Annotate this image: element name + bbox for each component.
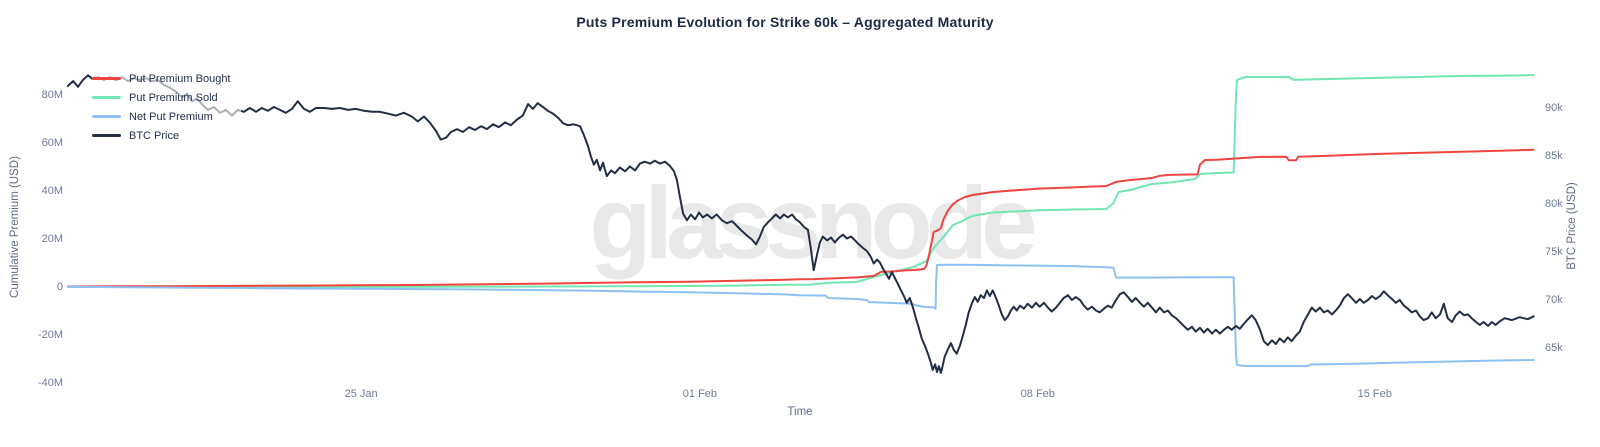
right-tick-80k: 80k <box>1545 197 1563 210</box>
legend-label-put-premium-sold: Put Premium Sold <box>129 91 218 104</box>
right-tick-90k: 90k <box>1545 101 1563 114</box>
x-axis-title: Time <box>787 406 813 418</box>
x-tick-25-jan: 25 Jan <box>344 388 378 400</box>
legend: Put Premium Bought Put Premium Sold Net Pu… <box>92 68 241 148</box>
chart-title: Puts Premium Evolution for Strike 60k – … <box>576 14 994 30</box>
left-tick-40m: 40M <box>41 185 63 197</box>
right-tick-85k: 85k <box>1545 149 1563 162</box>
legend-swatch-btc-price <box>92 134 121 137</box>
legend-label-put-premium-bought: Put Premium Bought <box>129 72 231 85</box>
legend-swatch-net-put-premium <box>92 115 121 118</box>
series-line-put-premium-bought <box>66 148 1535 288</box>
legend-item-net-put-premium[interactable]: Net Put Premium <box>92 107 231 126</box>
series-line-put-premium-sold <box>66 74 1535 288</box>
series-line-net-put-premium <box>66 263 1535 367</box>
left-tick-60m: 60M <box>41 137 63 149</box>
legend-label-btc-price: BTC Price <box>129 129 180 142</box>
legend-label-net-put-premium: Net Put Premium <box>129 110 213 123</box>
right-tick-75k: 75k <box>1545 245 1563 258</box>
legend-item-put-premium-sold[interactable]: Put Premium Sold <box>92 88 231 107</box>
x-tick-08-feb: 08 Feb <box>1020 388 1055 400</box>
glassnode-watermark: glassnode <box>589 166 1037 280</box>
x-tick-01-feb: 01 Feb <box>682 388 718 400</box>
legend-item-btc-price[interactable]: BTC Price <box>92 126 231 145</box>
left-axis-title: Cumulative Premium (USD) <box>9 156 21 298</box>
right-tick-70k: 70k <box>1545 293 1563 306</box>
legend-item-put-premium-bought[interactable]: Put Premium Bought <box>92 69 231 88</box>
left-tick--40m: -40M <box>37 377 63 389</box>
right-tick-65k: 65k <box>1545 341 1563 354</box>
series-line-btc-price <box>66 74 1535 374</box>
left-tick--20m: -20M <box>37 329 63 341</box>
x-tick-15-feb: 15 Feb <box>1357 388 1392 400</box>
legend-swatch-put-premium-bought <box>92 77 121 80</box>
left-tick-0: 0 <box>56 281 63 293</box>
legend-swatch-put-premium-sold <box>92 96 121 99</box>
left-tick-20m: 20M <box>41 233 63 245</box>
left-tick-80m: 80M <box>41 89 63 101</box>
